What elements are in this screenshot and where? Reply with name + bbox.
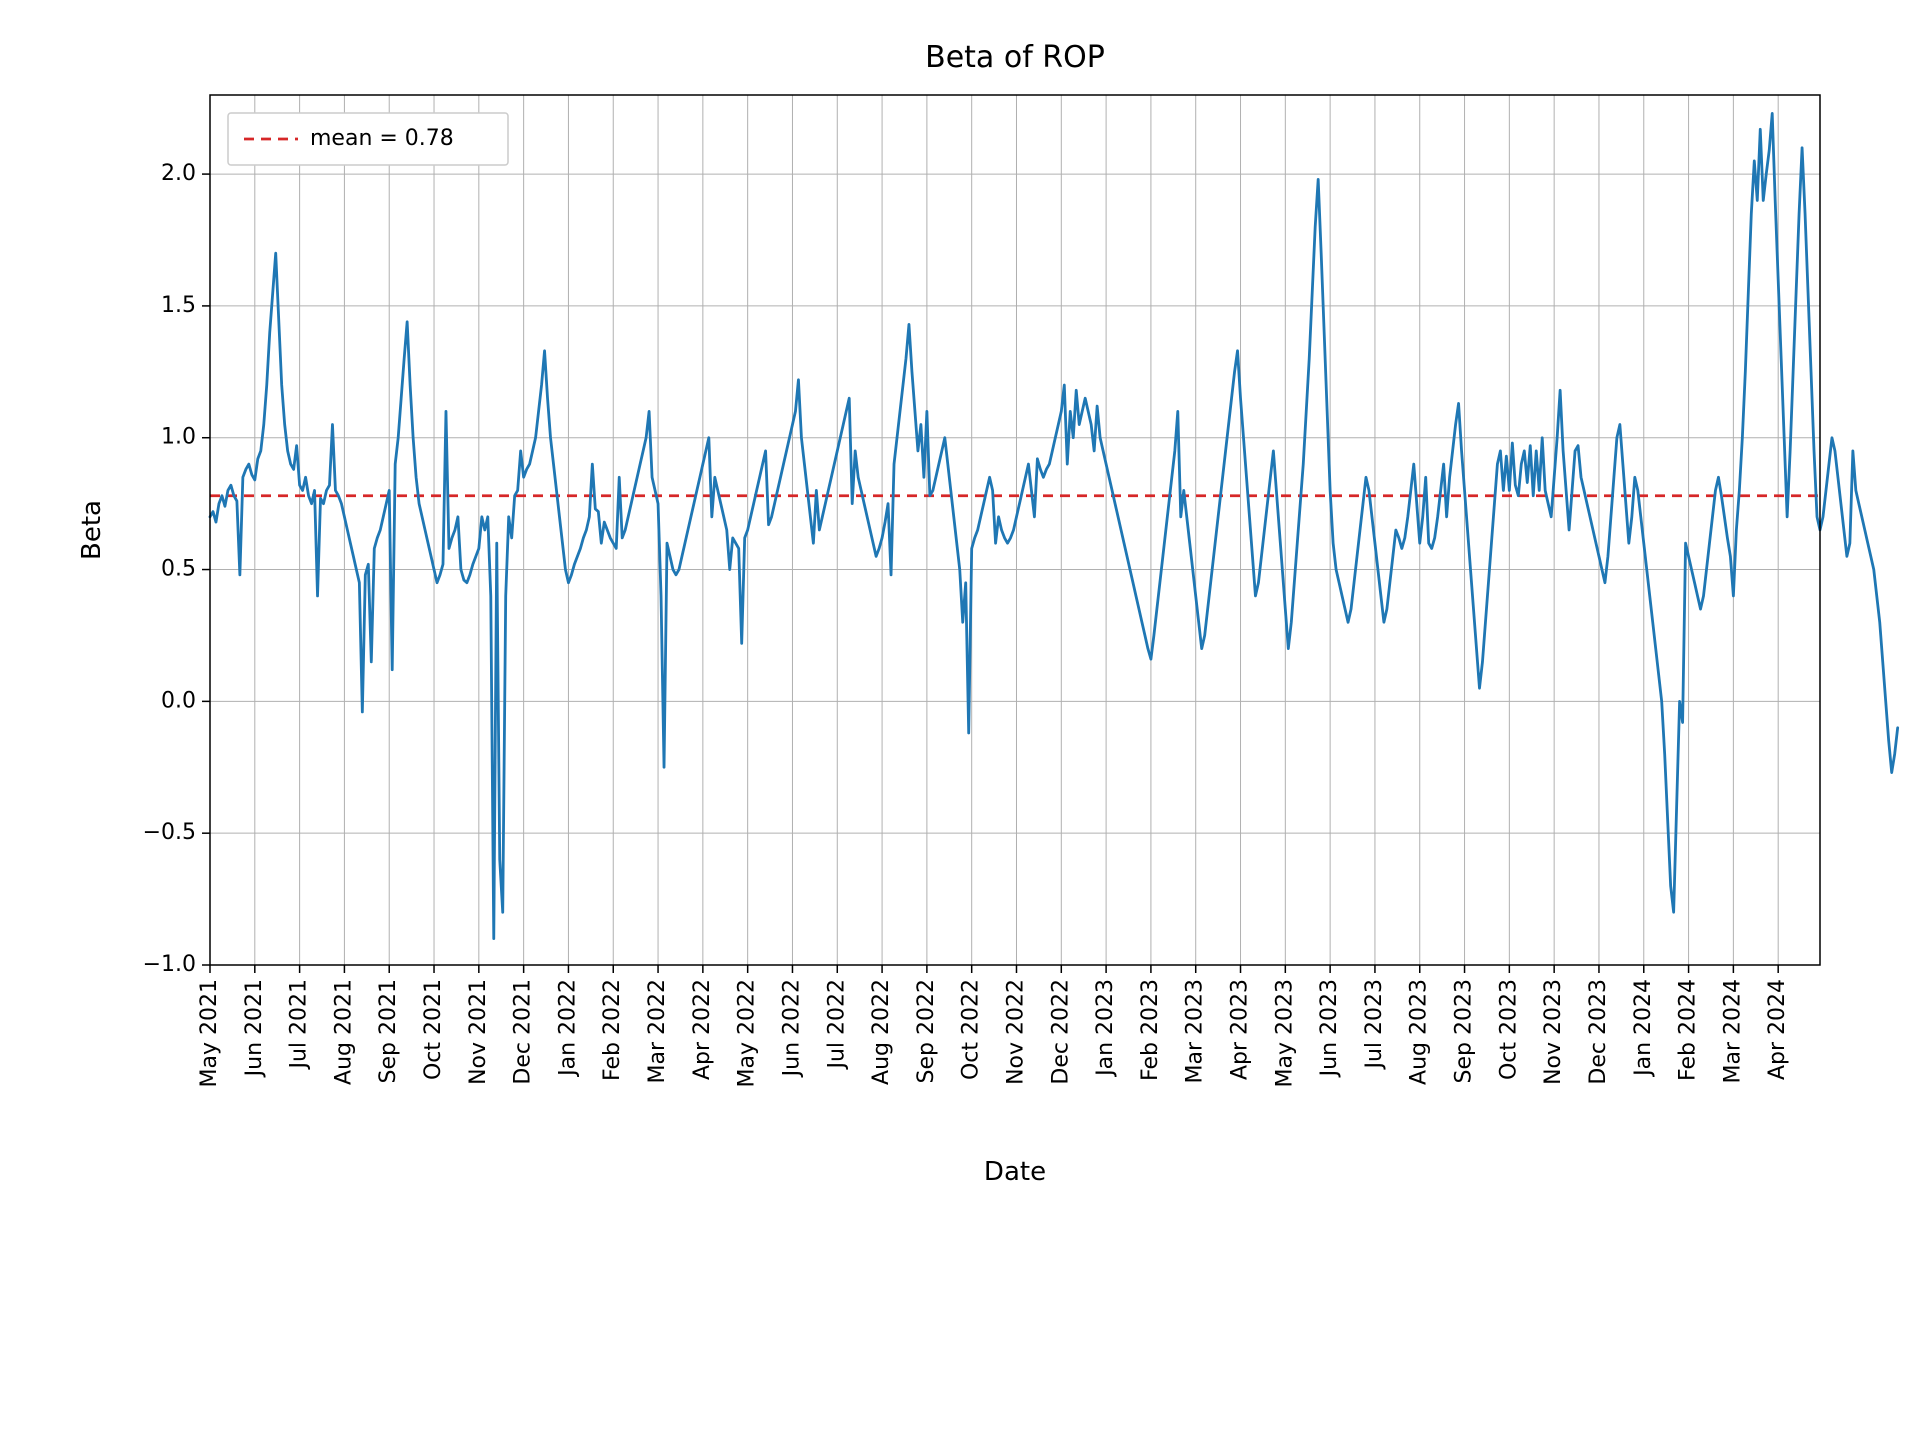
x-tick-label: Oct 2022 — [959, 979, 984, 1080]
y-axis-label: Beta — [77, 500, 107, 560]
x-tick-label: Nov 2022 — [1003, 979, 1028, 1085]
x-tick-label: Oct 2021 — [421, 979, 446, 1080]
legend-label: mean = 0.78 — [310, 126, 454, 151]
x-tick-label: Nov 2023 — [1541, 979, 1566, 1085]
x-tick-label: Sep 2023 — [1452, 979, 1477, 1083]
x-tick-label: May 2023 — [1272, 979, 1297, 1087]
x-tick-label: Oct 2023 — [1496, 979, 1521, 1080]
y-tick-label: 1.0 — [161, 425, 196, 450]
y-tick-label: 0.5 — [161, 557, 196, 582]
x-tick-label: Aug 2022 — [869, 979, 894, 1085]
y-tick-label: 0.0 — [161, 688, 196, 713]
y-tick-label: −1.0 — [143, 952, 196, 977]
x-tick-label: Sep 2021 — [376, 979, 401, 1083]
x-tick-label: Feb 2022 — [600, 979, 625, 1081]
x-tick-label: Jan 2023 — [1093, 979, 1118, 1078]
x-tick-label: Apr 2022 — [690, 979, 715, 1080]
x-tick-label: Jul 2021 — [287, 979, 312, 1071]
legend: mean = 0.78 — [228, 113, 508, 165]
chart-svg: May 2021 Jun 2021 Jul 2021 Aug 2021 Sep 2021… — [0, 0, 1920, 1440]
x-tick-label: Jul 2022 — [824, 979, 849, 1071]
beta-chart: May 2021 Jun 2021 Jul 2021 Aug 2021 Sep 2021… — [0, 0, 1920, 1440]
x-tick-label: Jan 2024 — [1631, 979, 1656, 1078]
x-tick-label: Jun 2023 — [1317, 979, 1342, 1078]
x-axis-label: Date — [984, 1157, 1046, 1187]
x-tick-label: Apr 2024 — [1765, 979, 1790, 1080]
x-tick-label: Mar 2024 — [1720, 979, 1745, 1084]
x-tick-label: Dec 2022 — [1048, 979, 1073, 1085]
x-tick-label: Aug 2021 — [331, 979, 356, 1085]
x-tick-label: Jun 2022 — [779, 979, 804, 1078]
x-tick-label: Dec 2021 — [511, 979, 536, 1085]
x-tick-label: May 2021 — [197, 979, 222, 1087]
x-tick-label: Mar 2023 — [1183, 979, 1208, 1084]
x-tick-label: Feb 2023 — [1138, 979, 1163, 1081]
y-tick-label: 2.0 — [161, 161, 196, 186]
y-tick-label: −0.5 — [143, 820, 196, 845]
x-tick-label: Aug 2023 — [1407, 979, 1432, 1085]
x-tick-label: Feb 2024 — [1676, 979, 1701, 1081]
x-tick-label: Nov 2021 — [466, 979, 491, 1085]
x-tick-label: Jan 2022 — [555, 979, 580, 1078]
chart-title: Beta of ROP — [925, 40, 1105, 75]
x-tick-label: Mar 2022 — [645, 979, 670, 1084]
x-tick-label: Dec 2023 — [1586, 979, 1611, 1085]
x-tick-label: Apr 2023 — [1228, 979, 1253, 1080]
x-tick-label: May 2022 — [735, 979, 760, 1087]
x-tick-label: Jun 2021 — [242, 979, 267, 1078]
y-tick-label: 1.5 — [161, 293, 196, 318]
x-tick-label: Sep 2022 — [914, 979, 939, 1083]
x-tick-label: Jul 2023 — [1362, 979, 1387, 1071]
